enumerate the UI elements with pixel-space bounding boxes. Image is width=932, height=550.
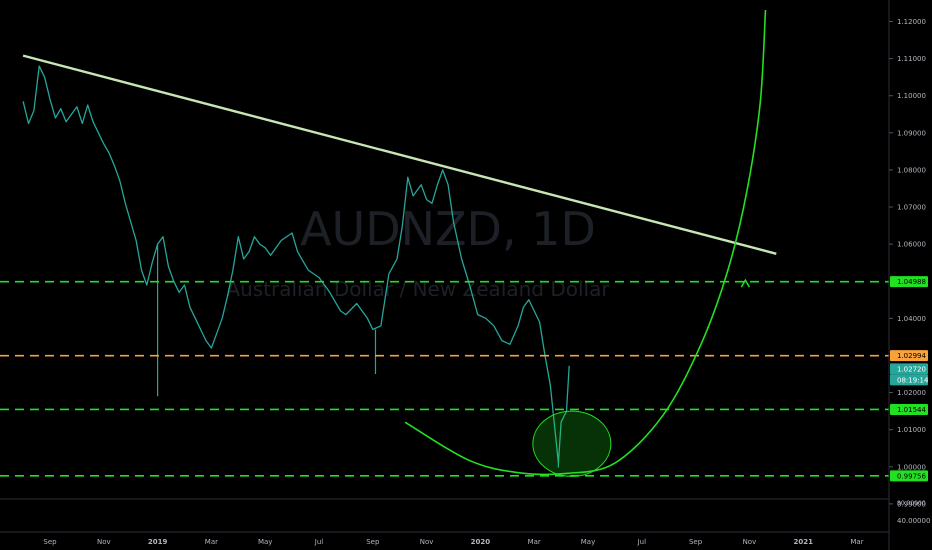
level-badge-bg bbox=[890, 350, 928, 362]
watermark-symbol: AUDNZD, 1D bbox=[300, 202, 596, 256]
y-axis-tick-label: 1.12000 bbox=[897, 18, 926, 26]
sub-pane-tick-label: 40.00000 bbox=[897, 517, 930, 525]
x-axis-tick-label: Sep bbox=[366, 538, 380, 546]
level-badge: 1.01544 bbox=[897, 406, 926, 414]
level-badge: 1.02994 bbox=[897, 352, 926, 360]
y-axis-tick-label: 1.07000 bbox=[897, 204, 926, 212]
x-axis-tick-label: Jul bbox=[637, 538, 647, 546]
last-price-badge: 1.02720 bbox=[897, 365, 926, 373]
x-axis-tick-label: May bbox=[258, 538, 272, 546]
last-price-badge-bg bbox=[890, 363, 928, 375]
x-axis-tick-label: Mar bbox=[850, 538, 863, 546]
price-series-layer bbox=[22, 65, 570, 468]
level-badge-bg bbox=[890, 276, 928, 288]
y-axis-tick-label: 1.04000 bbox=[897, 315, 926, 323]
level-badge-bg bbox=[890, 470, 928, 482]
x-axis-tick-label: 2020 bbox=[471, 538, 491, 546]
y-axis-tick-label: 1.00000 bbox=[897, 463, 926, 471]
projection-arrow-icon bbox=[740, 278, 751, 288]
y-axis-tick-label: 1.11000 bbox=[897, 55, 926, 63]
y-axis-tick-label: 1.10000 bbox=[897, 92, 926, 100]
sub-pane-tick-label: 80.00000 bbox=[897, 500, 926, 507]
level-badge: 0.99756 bbox=[897, 472, 926, 480]
drawings-layer bbox=[0, 9, 889, 477]
time-scale[interactable]: Sep Nov 2019 Mar May Jul Sep Nov 2020 Mar May Jul Se… bbox=[43, 538, 863, 546]
x-axis-tick-label: Nov bbox=[743, 538, 757, 546]
x-axis-tick-label: Mar bbox=[205, 538, 218, 546]
x-axis-tick-label: 2021 bbox=[793, 538, 813, 546]
price-scale[interactable]: 1.12000 1.11000 1.10000 1.09000 1.08000 1.070… bbox=[889, 18, 926, 508]
price-line bbox=[22, 65, 570, 464]
level-badge: 1.04988 bbox=[897, 278, 926, 286]
x-axis-tick-label: Nov bbox=[420, 538, 434, 546]
level-badge-bg bbox=[890, 403, 928, 415]
watermark-description: Australian Dollar / New Zealand Dollar bbox=[226, 277, 610, 301]
bar-countdown-badge-bg bbox=[890, 374, 928, 386]
y-axis-tick-label: 0.99000 bbox=[897, 500, 926, 508]
y-axis-tick-label: 1.01000 bbox=[897, 426, 926, 434]
y-axis-tick-label: 1.02000 bbox=[897, 389, 926, 397]
trendline bbox=[22, 54, 777, 255]
x-axis-tick-label: Sep bbox=[43, 538, 57, 546]
highlight-ellipse bbox=[532, 410, 612, 477]
x-axis-tick-label: Jul bbox=[314, 538, 324, 546]
y-axis-tick-label: 1.08000 bbox=[897, 166, 926, 174]
y-axis-tick-label: 1.06000 bbox=[897, 241, 926, 249]
x-axis-tick-label: May bbox=[581, 538, 595, 546]
bar-countdown-badge: 08:19:14 bbox=[897, 376, 929, 384]
y-axis-tick-label: 1.09000 bbox=[897, 129, 926, 137]
x-axis-tick-label: Mar bbox=[528, 538, 541, 546]
x-axis-tick-label: 2019 bbox=[148, 538, 168, 546]
x-axis-tick-label: Nov bbox=[97, 538, 111, 546]
price-badges: 1.04988 1.02994 1.01544 0.99756 1.02720 08:19… bbox=[890, 276, 929, 482]
projection-curve bbox=[404, 9, 767, 476]
x-axis-tick-label: Sep bbox=[689, 538, 703, 546]
